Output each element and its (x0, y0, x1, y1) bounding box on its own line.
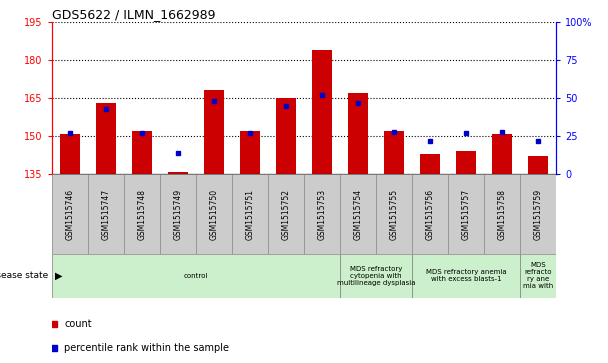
Text: MDS
refracto
ry ane
mia with: MDS refracto ry ane mia with (523, 262, 553, 289)
Bar (60, 134, 80, 174)
Bar (312, 50, 332, 174)
Text: GDS5622 / ILMN_1662989: GDS5622 / ILMN_1662989 (52, 8, 215, 21)
Bar (52, 254, 340, 298)
Text: MDS refractory
cytopenia with
multilineage dysplasia: MDS refractory cytopenia with multilinea… (337, 266, 415, 286)
Bar (168, 172, 188, 174)
Text: GSM1515755: GSM1515755 (390, 189, 399, 240)
Text: percentile rank within the sample: percentile rank within the sample (64, 343, 229, 352)
Text: GSM1515749: GSM1515749 (173, 189, 182, 240)
Bar (384, 131, 404, 174)
Text: GSM1515751: GSM1515751 (246, 189, 254, 240)
Bar (492, 134, 512, 174)
Text: MDS refractory anemia
with excess blasts-1: MDS refractory anemia with excess blasts… (426, 269, 506, 282)
Text: control: control (184, 273, 208, 279)
Text: GSM1515750: GSM1515750 (209, 189, 218, 240)
Text: GSM1515747: GSM1515747 (102, 189, 110, 240)
Bar (348, 93, 368, 174)
Text: GSM1515752: GSM1515752 (282, 189, 291, 240)
Bar (520, 254, 556, 298)
Bar (456, 151, 476, 174)
Bar (132, 131, 152, 174)
Bar (412, 254, 520, 298)
Text: GSM1515754: GSM1515754 (354, 189, 362, 240)
Text: GSM1515759: GSM1515759 (534, 189, 543, 240)
Text: GSM1515753: GSM1515753 (317, 189, 326, 240)
Bar (276, 98, 296, 174)
Text: GSM1515746: GSM1515746 (65, 189, 74, 240)
Bar (340, 254, 412, 298)
Text: ▶: ▶ (55, 271, 62, 281)
Bar (528, 156, 548, 174)
Text: GSM1515757: GSM1515757 (461, 189, 471, 240)
Bar (96, 103, 116, 174)
Bar (420, 154, 440, 174)
Text: GSM1515758: GSM1515758 (498, 189, 506, 240)
Text: disease state: disease state (0, 272, 49, 280)
Bar (204, 90, 224, 174)
Text: count: count (64, 319, 92, 329)
Text: GSM1515748: GSM1515748 (137, 189, 147, 240)
Bar (240, 131, 260, 174)
Text: GSM1515756: GSM1515756 (426, 189, 435, 240)
